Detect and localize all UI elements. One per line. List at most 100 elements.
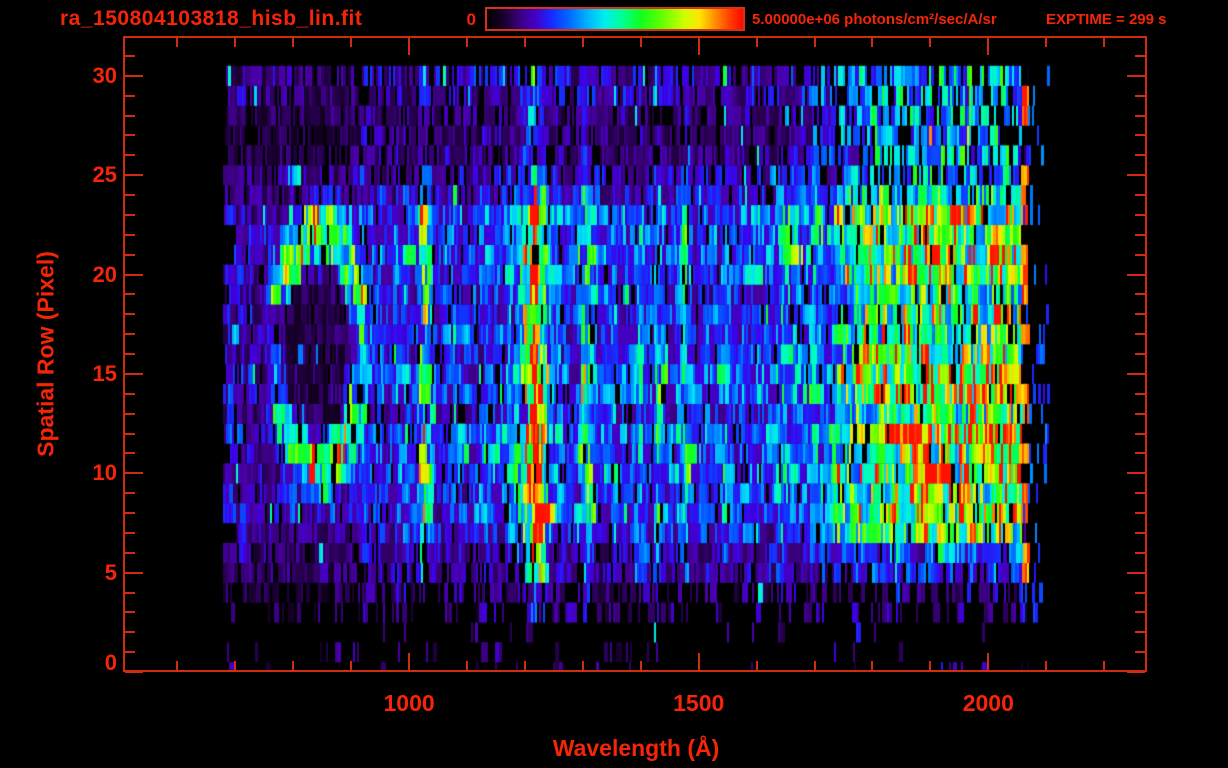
- x-tick-minor: [234, 38, 236, 47]
- x-tick-minor: [292, 38, 294, 47]
- plot-frame: [123, 36, 1147, 672]
- x-axis-title: Wavelength (Å): [552, 735, 720, 761]
- y-tick-minor: [1135, 333, 1145, 335]
- x-tick-major: [408, 653, 410, 670]
- y-tick-minor: [125, 552, 135, 554]
- y-tick-minor: [1135, 134, 1145, 136]
- y-tick-minor: [125, 234, 135, 236]
- y-tick-minor: [125, 95, 135, 97]
- y-tick-minor: [1135, 194, 1145, 196]
- y-tick-minor: [125, 433, 135, 435]
- x-tick-minor: [466, 38, 468, 47]
- y-tick-minor: [1135, 651, 1145, 653]
- y-tick-label: 15: [92, 360, 117, 386]
- y-tick-minor: [125, 651, 135, 653]
- y-tick-minor: [125, 353, 135, 355]
- y-tick-major: [1127, 671, 1145, 673]
- y-tick-minor: [1135, 55, 1145, 57]
- x-tick-minor: [1045, 38, 1047, 47]
- x-tick-major: [698, 653, 700, 670]
- y-tick-minor: [1135, 293, 1145, 295]
- y-tick-minor: [1135, 234, 1145, 236]
- x-tick-major: [698, 38, 700, 55]
- x-tick-minor: [176, 661, 178, 670]
- y-tick-minor: [125, 115, 135, 117]
- y-tick-major: [125, 75, 143, 77]
- y-tick-minor: [125, 393, 135, 395]
- x-tick-minor: [524, 38, 526, 47]
- x-tick-minor: [756, 661, 758, 670]
- y-tick-minor: [1135, 95, 1145, 97]
- y-tick-major: [1127, 572, 1145, 574]
- y-tick-minor: [1135, 492, 1145, 494]
- y-tick-major: [1127, 373, 1145, 375]
- y-tick-major: [1127, 274, 1145, 276]
- y-tick-minor: [125, 254, 135, 256]
- exptime-label: EXPTIME = 299 s: [1046, 11, 1167, 28]
- x-tick-minor: [640, 38, 642, 47]
- y-tick-label: 20: [92, 261, 117, 287]
- y-tick-minor: [1135, 313, 1145, 315]
- colorbar-max-label: 5.00000e+06 photons/cm²/sec/A/sr: [752, 11, 997, 28]
- x-tick-label: 2000: [962, 690, 1014, 716]
- y-tick-minor: [1135, 452, 1145, 454]
- x-tick-minor: [756, 38, 758, 47]
- y-tick-minor: [1135, 611, 1145, 613]
- x-tick-minor: [1045, 661, 1047, 670]
- y-tick-minor: [1135, 393, 1145, 395]
- y-tick-minor: [125, 631, 135, 633]
- x-tick-minor: [871, 661, 873, 670]
- x-tick-minor: [234, 661, 236, 670]
- y-tick-minor: [1135, 552, 1145, 554]
- y-tick-minor: [125, 333, 135, 335]
- y-tick-minor: [125, 313, 135, 315]
- y-tick-label: 0: [104, 650, 117, 675]
- y-tick-major: [125, 274, 143, 276]
- y-tick-minor: [1135, 353, 1145, 355]
- y-tick-major: [1127, 472, 1145, 474]
- x-tick-minor: [292, 661, 294, 670]
- y-tick-label: 25: [92, 162, 117, 188]
- y-tick-minor: [1135, 631, 1145, 633]
- y-tick-major: [125, 373, 143, 375]
- x-tick-minor: [814, 661, 816, 670]
- x-tick-minor: [524, 661, 526, 670]
- x-tick-minor: [176, 38, 178, 47]
- x-tick-minor: [350, 38, 352, 47]
- y-tick-minor: [1135, 154, 1145, 156]
- y-tick-minor: [1135, 592, 1145, 594]
- y-tick-minor: [125, 154, 135, 156]
- x-tick-minor: [929, 38, 931, 47]
- x-tick-minor: [582, 38, 584, 47]
- y-tick-major: [125, 671, 143, 673]
- y-tick-major: [1127, 174, 1145, 176]
- x-tick-major: [987, 38, 989, 55]
- y-tick-minor: [125, 55, 135, 57]
- x-tick-minor: [466, 661, 468, 670]
- y-tick-major: [1127, 75, 1145, 77]
- y-tick-label: 5: [104, 559, 117, 585]
- x-tick-major: [408, 38, 410, 55]
- x-tick-minor: [1103, 38, 1105, 47]
- x-tick-minor: [1103, 661, 1105, 670]
- x-tick-minor: [350, 661, 352, 670]
- y-tick-minor: [125, 293, 135, 295]
- file-title: ra_150804103818_hisb_lin.fit: [60, 7, 363, 30]
- colorbar-min-label: 0: [466, 10, 476, 29]
- spectrogram-image: [125, 38, 1145, 670]
- y-tick-minor: [125, 592, 135, 594]
- x-tick-label: 1500: [673, 690, 725, 716]
- y-tick-major: [125, 572, 143, 574]
- y-tick-minor: [125, 134, 135, 136]
- y-tick-minor: [125, 611, 135, 613]
- y-tick-label: 10: [92, 460, 117, 486]
- y-tick-minor: [125, 214, 135, 216]
- y-tick-minor: [125, 413, 135, 415]
- y-tick-minor: [125, 492, 135, 494]
- y-tick-minor: [125, 532, 135, 534]
- x-tick-minor: [582, 661, 584, 670]
- x-tick-major: [987, 653, 989, 670]
- y-tick-minor: [1135, 214, 1145, 216]
- y-tick-label: 30: [92, 62, 117, 88]
